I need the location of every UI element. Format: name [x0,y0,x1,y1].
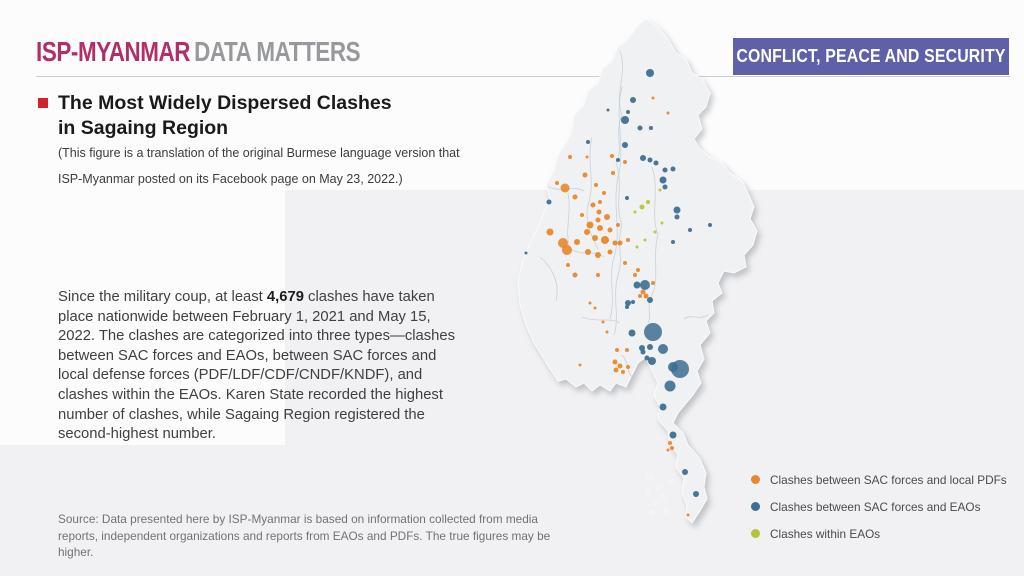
legend-dot-eao-icon [751,502,760,511]
legend-item: Clashes between SAC forces and EAOs [751,493,1007,520]
body-text-start: Since the military coup, at least [58,289,267,305]
body-text-end: clashes have taken place nationwide betw… [58,289,456,443]
legend-label: Clashes within EAOs [770,526,881,541]
legend-dot-within-icon [751,529,760,538]
category-badge: CONFLICT, PEACE AND SECURITY [733,38,1009,75]
myanmar-map [517,18,758,524]
page-title: The Most Widely Dispersed Clashes in Sag… [58,92,392,139]
legend-item: Clashes between SAC forces and local PDF… [751,466,1007,493]
legend-label: Clashes between SAC forces and EAOs [770,499,981,514]
header-divider [36,76,1010,77]
map-dots [524,69,712,517]
title-subtitle: (This figure is a translation of the ori… [58,146,460,186]
bottom-band-background [0,445,286,576]
body-paragraph: Since the military coup, at least 4,679 … [58,288,470,445]
clash-count: 4,679 [266,289,304,305]
brand-primary: ISP-MYANMAR [36,36,191,67]
brand-logo: ISP-MYANMAR DATA MATTERS [36,36,361,68]
source-note: Source: Data presented here by ISP-Myanm… [58,512,551,559]
legend-dot-pdf-icon [751,475,760,484]
title-bullet-icon [38,98,48,108]
map-land-group [517,18,758,524]
brand-secondary: DATA MATTERS [194,36,361,67]
category-badge-label: CONFLICT, PEACE AND SECURITY [736,46,1006,66]
legend-label: Clashes between SAC forces and local PDF… [770,472,1007,487]
legend-item: Clashes within EAOs [751,520,1007,547]
map-islands [645,474,675,514]
legend: Clashes between SAC forces and local PDF… [751,466,1007,547]
